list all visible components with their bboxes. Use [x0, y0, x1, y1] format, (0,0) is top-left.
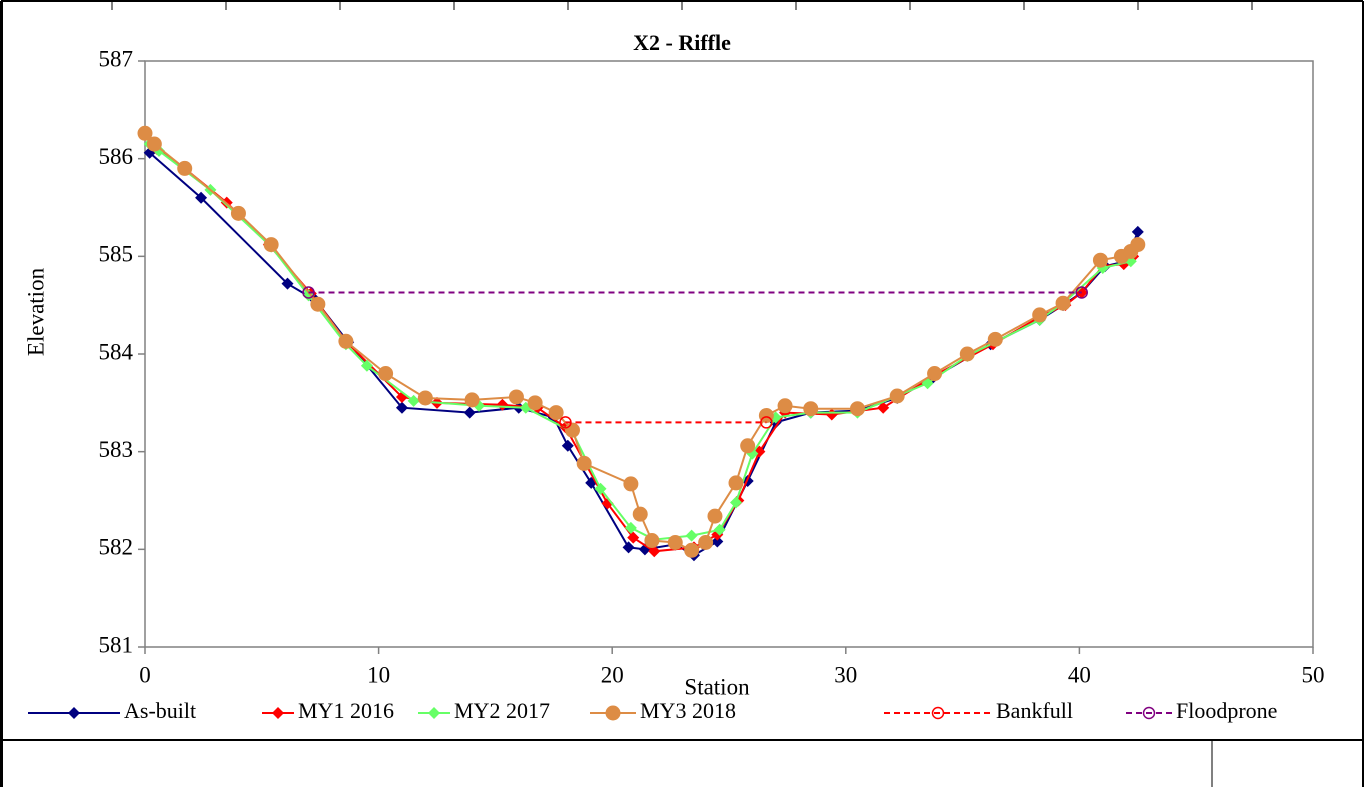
- data-point: [627, 531, 640, 544]
- y-axis-label: Elevation: [23, 267, 48, 356]
- x-axis-label: Station: [684, 674, 750, 699]
- legend-item: Floodprone: [1126, 698, 1277, 723]
- data-point: [740, 438, 756, 454]
- data-point: [395, 401, 408, 414]
- x-tick-label: 30: [834, 662, 857, 687]
- legend-marker: [272, 707, 284, 719]
- data-point: [1055, 295, 1071, 311]
- data-point: [195, 191, 208, 204]
- data-point: [302, 286, 315, 299]
- legend-label: MY3 2018: [640, 698, 736, 723]
- data-point: [561, 439, 574, 452]
- series: [559, 416, 773, 429]
- legend-item: As-built: [28, 698, 196, 723]
- legend-marker: [428, 707, 440, 719]
- data-point: [527, 395, 543, 411]
- data-point: [667, 534, 683, 550]
- data-point: [623, 476, 639, 492]
- x-tick-label: 10: [367, 662, 390, 687]
- legend-marker: [605, 705, 621, 721]
- legend-label: Bankfull: [996, 698, 1073, 723]
- data-point: [707, 508, 723, 524]
- data-point: [959, 346, 975, 362]
- data-point: [889, 388, 905, 404]
- data-point: [877, 401, 890, 414]
- data-point: [1032, 307, 1048, 323]
- data-point: [777, 398, 793, 414]
- legend-marker: [68, 707, 80, 719]
- legend-marker: [931, 706, 945, 720]
- data-point: [730, 496, 743, 509]
- data-point: [644, 533, 660, 549]
- legend-label: MY1 2016: [298, 698, 394, 723]
- data-point: [849, 401, 865, 417]
- data-point: [711, 535, 724, 548]
- series: [302, 286, 1088, 299]
- legend-item: MY1 2016: [262, 698, 394, 723]
- data-point: [559, 416, 572, 429]
- data-point: [698, 534, 714, 550]
- data-point: [825, 408, 838, 421]
- y-tick-label: 586: [99, 144, 134, 169]
- data-point: [564, 422, 580, 438]
- x-tick-label: 50: [1302, 662, 1325, 687]
- legend-item: Bankfull: [884, 698, 1073, 723]
- data-point: [360, 359, 373, 372]
- data-point: [576, 455, 592, 471]
- data-point: [624, 521, 637, 534]
- legend-label: As-built: [124, 698, 196, 723]
- y-tick-label: 584: [99, 339, 134, 364]
- data-point: [713, 523, 726, 536]
- y-tick-label: 587: [99, 46, 134, 71]
- x-tick-label: 20: [601, 662, 624, 687]
- legend-marker: [1142, 706, 1156, 720]
- data-point: [338, 333, 354, 349]
- data-point: [310, 296, 326, 312]
- data-point: [1131, 225, 1144, 238]
- data-point: [378, 366, 394, 382]
- x-tick-label: 0: [139, 662, 151, 687]
- data-point: [927, 366, 943, 382]
- y-tick-label: 581: [99, 632, 134, 657]
- legend-item: MY2 2017: [418, 698, 550, 723]
- data-point: [760, 416, 773, 429]
- series: [137, 125, 1146, 558]
- data-point: [407, 394, 420, 407]
- y-tick-label: 585: [99, 242, 134, 267]
- legend-label: MY2 2017: [454, 698, 550, 723]
- data-point: [685, 529, 698, 542]
- data-point: [684, 542, 700, 558]
- data-point: [1092, 252, 1108, 268]
- data-point: [137, 125, 153, 141]
- data-point: [263, 237, 279, 253]
- data-point: [728, 475, 744, 491]
- data-point: [548, 405, 564, 421]
- data-point: [1130, 237, 1146, 253]
- data-point: [281, 277, 294, 290]
- data-point: [632, 506, 648, 522]
- data-point: [463, 406, 476, 419]
- legend-item: MY3 2018: [590, 698, 736, 723]
- data-point: [417, 390, 433, 406]
- data-point: [230, 205, 246, 221]
- data-point: [508, 389, 524, 405]
- data-point: [594, 482, 607, 495]
- data-point: [146, 136, 162, 152]
- data-point: [622, 541, 635, 554]
- chart-title: X2 - Riffle: [633, 30, 731, 55]
- data-point: [464, 392, 480, 408]
- data-point: [177, 160, 193, 176]
- y-tick-label: 582: [99, 535, 134, 560]
- data-point: [1075, 286, 1088, 299]
- table-cells: [111, 1, 1253, 787]
- data-point: [803, 401, 819, 417]
- y-tick-label: 583: [99, 437, 134, 462]
- data-point: [987, 331, 1003, 347]
- x-tick-label: 40: [1068, 662, 1091, 687]
- legend-label: Floodprone: [1176, 698, 1277, 723]
- data-point: [648, 545, 661, 558]
